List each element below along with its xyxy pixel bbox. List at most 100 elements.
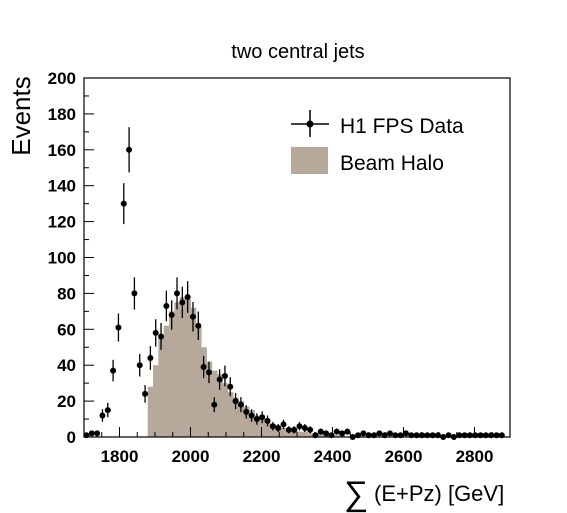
data-marker <box>264 417 271 424</box>
data-point <box>376 430 383 437</box>
data-marker <box>136 362 143 369</box>
data-marker <box>126 146 133 153</box>
data-marker <box>179 299 186 306</box>
data-marker <box>200 363 207 370</box>
halo-bar <box>184 298 191 437</box>
data-marker <box>131 290 138 297</box>
data-marker <box>376 430 383 437</box>
halo-bar <box>232 397 239 437</box>
legend-label-halo: Beam Halo <box>340 152 444 175</box>
x-tick-label: 2600 <box>385 447 423 466</box>
data-point <box>291 426 298 434</box>
data-marker <box>174 290 181 297</box>
data-point <box>216 369 223 390</box>
data-marker <box>110 367 117 374</box>
halo-bar <box>238 401 245 437</box>
data-point <box>259 411 266 424</box>
data-point <box>301 424 308 432</box>
data-marker <box>243 408 250 415</box>
data-point <box>179 286 186 318</box>
data-marker <box>195 322 202 329</box>
data-point <box>184 281 191 313</box>
data-point <box>264 415 271 427</box>
data-point <box>136 353 143 377</box>
data-point <box>237 397 244 413</box>
halo-bar <box>302 431 309 437</box>
halo-bar <box>195 325 202 437</box>
data-point <box>221 365 228 387</box>
data-marker <box>88 430 95 437</box>
x-axis-sum-symbol: ∑ <box>344 475 368 513</box>
data-marker <box>269 423 276 430</box>
data-point <box>104 402 111 418</box>
x-tick-label: 2200 <box>243 447 281 466</box>
data-marker <box>104 407 111 414</box>
chart-title: two central jets <box>231 41 364 63</box>
halo-bar <box>334 435 341 437</box>
data-marker <box>189 313 196 320</box>
halo-bar <box>200 347 207 437</box>
y-tick-label: 180 <box>48 105 76 124</box>
data-marker <box>296 423 303 430</box>
data-point <box>131 277 138 310</box>
halo-bar <box>227 392 234 437</box>
data-point <box>360 430 367 437</box>
y-axis-label: Events <box>6 76 36 156</box>
halo-bar <box>280 428 287 437</box>
data-point <box>120 183 127 225</box>
halo-bar <box>222 383 229 437</box>
halo-bar <box>296 431 303 437</box>
data-point <box>99 409 106 422</box>
x-axis-label-text: (E+Pz) [GeV] <box>374 481 504 506</box>
y-tick-label: 80 <box>57 284 76 303</box>
y-tick-label: 40 <box>57 356 76 375</box>
data-point <box>168 300 175 330</box>
x-tick-label: 1800 <box>101 447 139 466</box>
halo-bar <box>174 302 181 437</box>
halo-bar <box>206 361 213 437</box>
data-point <box>152 319 159 347</box>
x-axis-ticks: 1800 2000 2200 2400 2600 2800 <box>83 427 511 466</box>
data-marker <box>211 401 218 408</box>
y-tick-label: 20 <box>57 392 76 411</box>
data-marker <box>275 425 282 432</box>
data-marker <box>291 426 298 433</box>
data-marker <box>387 430 394 437</box>
y-tick-label: 140 <box>48 177 76 196</box>
data-marker <box>253 416 260 423</box>
data-point <box>253 413 260 425</box>
data-marker <box>163 302 170 309</box>
data-marker <box>221 372 228 379</box>
data-marker <box>317 428 324 435</box>
x-tick-label: 2400 <box>314 447 352 466</box>
legend-data-marker <box>306 120 314 128</box>
data-point <box>333 428 340 435</box>
data-point <box>402 430 409 437</box>
data-point <box>88 430 95 437</box>
data-marker <box>142 390 149 397</box>
data-point <box>195 311 202 340</box>
data-point <box>94 430 101 437</box>
halo-bar <box>270 424 277 437</box>
data-marker <box>205 369 212 376</box>
data-marker <box>158 333 165 340</box>
data-point <box>142 385 149 403</box>
data-point <box>126 127 133 173</box>
data-marker <box>99 412 106 419</box>
data-marker <box>285 426 292 433</box>
halo-bar <box>153 365 159 437</box>
data-point <box>189 302 196 332</box>
data-point <box>339 430 346 437</box>
data-point <box>174 277 181 310</box>
x-tick-label: 2800 <box>456 447 494 466</box>
y-tick-label: 100 <box>48 249 76 268</box>
data-point <box>307 426 314 434</box>
data-marker <box>216 376 223 383</box>
halo-bar <box>307 433 314 437</box>
legend-item-data: H1 FPS Data <box>291 110 464 138</box>
data-point <box>110 359 117 382</box>
data-point <box>211 397 218 413</box>
x-tick-label: 2000 <box>172 447 210 466</box>
legend: H1 FPS Data Beam Halo <box>291 110 464 175</box>
data-marker <box>360 430 367 437</box>
